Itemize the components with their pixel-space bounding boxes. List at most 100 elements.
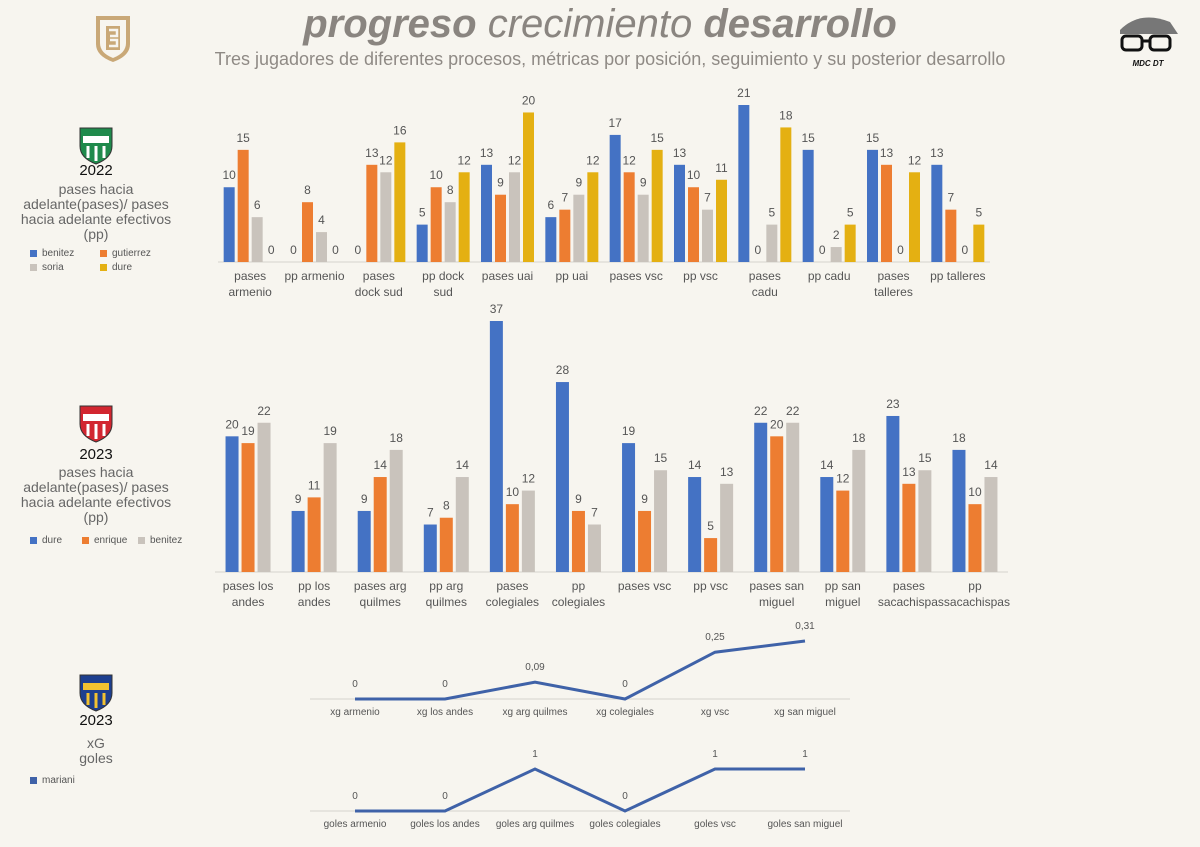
- bar: [952, 449, 966, 572]
- x-tick-label: pases vsc: [609, 269, 663, 283]
- data-label: 8: [304, 183, 311, 197]
- data-label: 13: [673, 146, 687, 160]
- bar: [545, 217, 557, 262]
- x-tick-label: xg arg quilmes: [502, 707, 568, 718]
- x-tick-label: pases uai: [481, 269, 534, 283]
- data-label: 37: [490, 302, 504, 316]
- bar: [423, 524, 437, 572]
- bar: [430, 187, 442, 262]
- bar: [984, 477, 998, 572]
- x-tick-label: goles colegiales: [589, 819, 661, 830]
- data-label: 12: [508, 153, 522, 167]
- data-label: 12: [457, 153, 471, 167]
- bar: [555, 382, 569, 572]
- legend-swatch: [30, 776, 37, 784]
- bar: [521, 490, 535, 572]
- bar: [316, 232, 327, 262]
- data-label: 6: [254, 198, 261, 212]
- data-label: 19: [622, 424, 636, 438]
- data-label: 9: [295, 492, 302, 506]
- data-label: 14: [688, 458, 702, 472]
- chart-title: pases hacia adelante(pases)/ pases hacia…: [20, 181, 172, 242]
- year-label: 2022: [79, 162, 113, 179]
- data-label: 2: [833, 228, 840, 242]
- legend-swatch: [138, 536, 145, 544]
- legend-swatch: [100, 249, 107, 257]
- x-tick-label: pp talleres: [930, 269, 986, 283]
- data-label: 13: [480, 146, 494, 160]
- x-tick-label: xg los andes: [416, 707, 474, 718]
- data-label: 15: [650, 131, 664, 145]
- data-label: 5: [707, 519, 714, 533]
- data-label: 22: [257, 404, 271, 418]
- data-label: 1: [532, 749, 538, 760]
- bar: [902, 483, 916, 572]
- data-label: 20: [522, 93, 536, 107]
- x-tick-label: pases talleres: [874, 269, 913, 299]
- data-label: 0: [354, 243, 361, 257]
- data-label: 8: [447, 183, 454, 197]
- chart-title: xG: [87, 735, 105, 751]
- data-label: 12: [908, 153, 922, 167]
- bar: [654, 470, 668, 572]
- x-tick-label: pp uai: [555, 269, 589, 283]
- data-label: 16: [393, 123, 407, 137]
- data-label: 14: [456, 458, 470, 472]
- x-tick-label: xg san miguel: [774, 707, 836, 718]
- title: progreso crecimiento desarrollo: [0, 2, 1200, 47]
- data-label: 0: [332, 243, 339, 257]
- legend-label: benitez: [150, 535, 183, 546]
- bar: [720, 483, 734, 572]
- data-label: 13: [365, 146, 379, 160]
- bar: [587, 172, 599, 262]
- data-label: 0: [442, 791, 448, 802]
- legend-swatch: [30, 536, 37, 544]
- x-tick-label: goles los andes: [410, 819, 480, 830]
- bar: [852, 449, 866, 572]
- bar: [688, 187, 699, 262]
- bar: [836, 490, 850, 572]
- data-label: 7: [591, 506, 598, 520]
- bar: [780, 127, 792, 262]
- data-label: 22: [786, 404, 800, 418]
- line: [355, 639, 806, 701]
- bar: [357, 510, 371, 572]
- data-label: 0: [268, 243, 275, 257]
- data-label: 19: [241, 424, 255, 438]
- x-tick-label: pases arg quilmes: [353, 579, 407, 609]
- data-label: 0: [622, 791, 628, 802]
- bar: [674, 164, 685, 262]
- x-tick-label: goles san miguel: [767, 819, 843, 830]
- data-label: 15: [866, 131, 880, 145]
- team-crest: [79, 674, 113, 712]
- bar: [622, 443, 636, 572]
- chart-title: pases hacia adelante(pases)/ pases hacia…: [20, 464, 172, 525]
- x-tick-label: pp los andes: [297, 579, 331, 609]
- x-tick-label: pases armenio: [228, 269, 272, 299]
- legend-entry: soria: [30, 262, 64, 273]
- data-label: 10: [687, 168, 701, 182]
- legend-swatch: [30, 263, 37, 271]
- data-label: 13: [930, 146, 944, 160]
- bar: [439, 517, 453, 572]
- brand-logo: MDC DT: [1120, 17, 1178, 68]
- data-label: 0,25: [705, 632, 725, 643]
- bar: [830, 247, 842, 262]
- data-label: 12: [379, 153, 393, 167]
- bar: [257, 422, 271, 572]
- bar: [380, 172, 392, 262]
- bar: [738, 105, 750, 262]
- bar: [573, 194, 585, 262]
- bar: [225, 436, 239, 572]
- data-label: 5: [975, 206, 982, 220]
- data-label: 0,09: [525, 662, 545, 673]
- bar: [291, 510, 305, 572]
- legend-label: enrique: [94, 535, 128, 546]
- bar: [704, 538, 718, 572]
- data-label: 8: [443, 499, 450, 513]
- bar: [523, 112, 534, 262]
- data-label: 0: [442, 679, 448, 690]
- data-label: 10: [506, 485, 520, 499]
- legend-entry: gutierrez: [100, 248, 151, 259]
